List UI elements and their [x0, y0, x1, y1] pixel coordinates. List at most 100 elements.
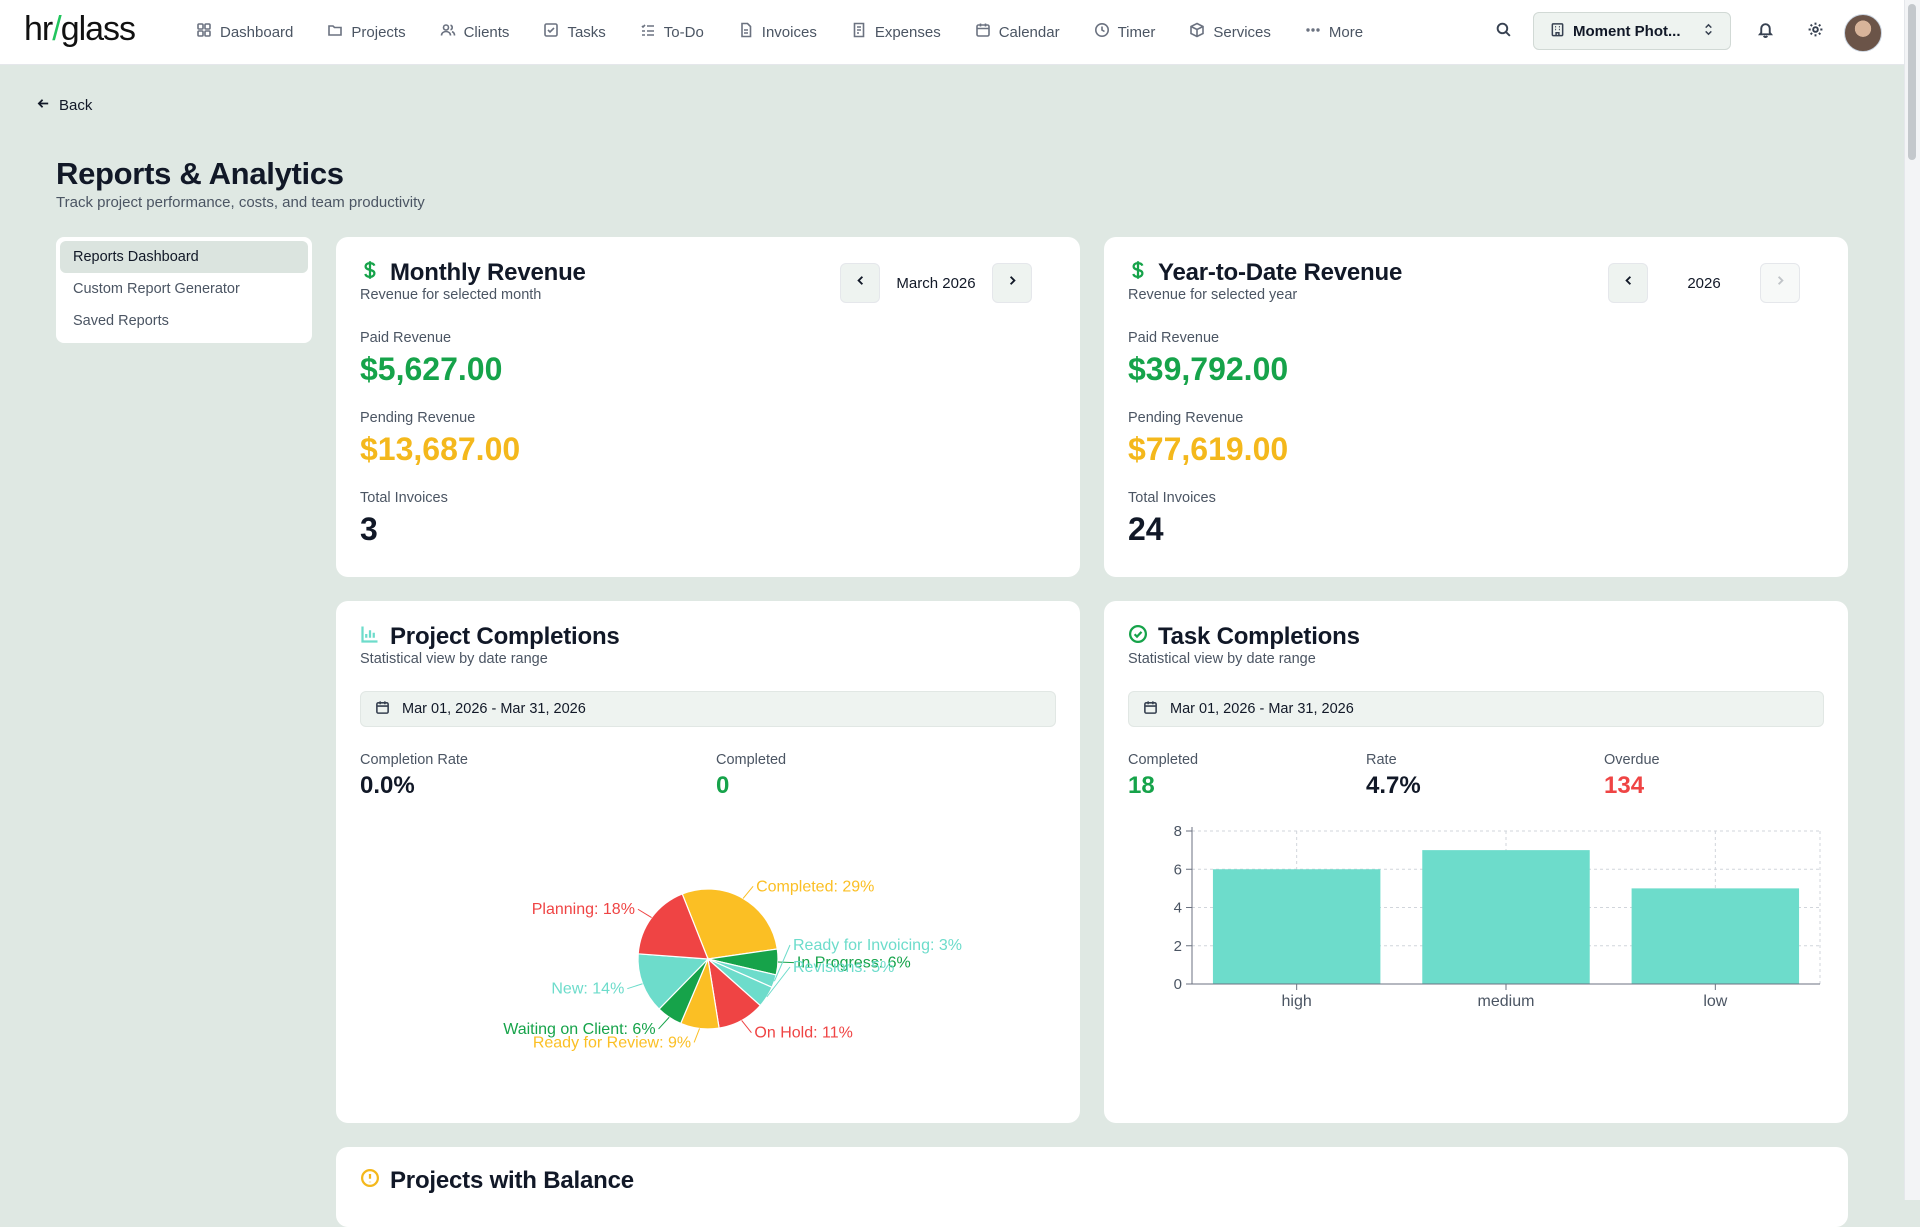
card-title: Projects with Balance — [360, 1167, 634, 1195]
check-circle-icon — [1128, 623, 1148, 651]
completed-label: Completed — [716, 752, 787, 768]
pie-label-leader — [773, 944, 791, 982]
x-tick-label: medium — [1478, 993, 1535, 1010]
task-completions-card: Task Completions Statistical view by dat… — [1104, 601, 1848, 1123]
nav-label: Projects — [351, 23, 406, 41]
project-status-pie-chart: Completed: 29% In Progress: 6%Ready for I… — [503, 878, 962, 1051]
nav-calendar[interactable]: Calendar — [963, 12, 1072, 52]
list-icon — [640, 22, 656, 42]
nav-expenses[interactable]: Expenses — [839, 12, 953, 52]
chevron-right-icon — [1773, 273, 1788, 293]
page-subtitle: Track project performance, costs, and te… — [56, 194, 425, 211]
y-tick-label: 0 — [1174, 976, 1182, 993]
card-title: Monthly Revenue — [360, 259, 586, 287]
chevrons-up-down-icon — [1701, 22, 1716, 41]
x-tick-label: high — [1282, 993, 1312, 1010]
completed-value: 18 — [1128, 772, 1155, 799]
menu-item-saved-reports[interactable]: Saved Reports — [73, 313, 169, 329]
nav-label: Dashboard — [220, 23, 294, 41]
nav-timer[interactable]: Timer — [1082, 12, 1168, 52]
pending-revenue-value: $13,687.00 — [360, 431, 521, 467]
settings-button[interactable] — [1799, 16, 1831, 48]
pie-label-leader — [766, 966, 791, 998]
app-logo[interactable]: hr/glass — [24, 10, 136, 48]
card-title-text: Year-to-Date Revenue — [1158, 259, 1403, 286]
pie-slice-label: Planning: 18% — [532, 901, 635, 918]
bar-chart-icon — [360, 623, 380, 651]
previous-month-button[interactable] — [840, 263, 880, 303]
dashboard-icon — [196, 22, 212, 42]
pie-label-leader — [627, 983, 643, 990]
clock-icon — [1094, 22, 1110, 42]
ytd-revenue-card: Year-to-Date Revenue Revenue for selecte… — [1104, 237, 1848, 577]
scrollbar-thumb[interactable] — [1908, 4, 1916, 160]
pie-slice-label: Completed: 29% — [756, 878, 874, 895]
rate-label: Rate — [1366, 752, 1397, 768]
pie-slice-label: On Hold: 11% — [754, 1025, 852, 1042]
nav-label: To-Do — [663, 23, 704, 41]
company-selector[interactable]: Moment Phot... — [1533, 12, 1731, 50]
bar[interactable] — [1212, 869, 1381, 984]
search-button[interactable] — [1487, 16, 1519, 48]
menu-item-custom-report-generator[interactable]: Custom Report Generator — [73, 281, 240, 297]
pie-label-leader — [742, 885, 754, 899]
pie-slice-label: Ready for Invoicing: 3% — [793, 937, 962, 954]
nav-invoices[interactable]: Invoices — [726, 12, 829, 52]
nav-clients[interactable]: Clients — [428, 12, 522, 52]
nav-label: Clients — [463, 23, 510, 41]
next-month-button[interactable] — [992, 263, 1032, 303]
date-range-text: Mar 01, 2026 - Mar 31, 2026 — [402, 701, 586, 717]
nav-more[interactable]: More — [1293, 12, 1375, 52]
menu-item-reports-dashboard[interactable]: Reports Dashboard — [60, 241, 308, 273]
checkbox-icon — [543, 22, 559, 42]
receipt-icon — [851, 22, 867, 42]
total-invoices-label: Total Invoices — [360, 490, 448, 506]
nav-dashboard[interactable]: Dashboard — [184, 12, 305, 52]
nav-label: More — [1328, 23, 1364, 41]
notifications-button[interactable] — [1749, 16, 1781, 48]
bell-icon — [1757, 21, 1774, 43]
gear-icon — [1807, 21, 1824, 43]
y-tick-label: 4 — [1174, 900, 1182, 917]
card-title-text: Task Completions — [1158, 623, 1360, 650]
company-name: Moment Phot... — [1573, 22, 1681, 40]
pie-slice[interactable] — [637, 893, 709, 960]
pending-revenue-value: $77,619.00 — [1128, 431, 1289, 467]
nav-tasks[interactable]: Tasks — [531, 12, 617, 52]
pending-revenue-label: Pending Revenue — [360, 410, 476, 426]
month-pager: March 2026 — [840, 263, 1032, 303]
nav-todo[interactable]: To-Do — [628, 12, 716, 52]
page-scrollbar[interactable] — [1904, 0, 1920, 1200]
card-subtitle: Statistical view by date range — [360, 651, 548, 667]
pie-slice[interactable] — [637, 953, 710, 1010]
y-tick-label: 2 — [1174, 938, 1182, 955]
users-icon — [440, 22, 456, 42]
project-date-range-picker[interactable]: Mar 01, 2026 - Mar 31, 2026 — [360, 691, 1056, 727]
nav-label: Calendar — [998, 23, 1060, 41]
total-invoices-label: Total Invoices — [1128, 490, 1216, 506]
pie-slice-label: Revisions: 5% — [793, 959, 894, 976]
back-button[interactable]: Back — [36, 96, 92, 115]
main-nav: Dashboard Projects Clients Tasks To-Do I… — [184, 0, 1375, 64]
nav-label: Services — [1213, 23, 1271, 41]
pie-label-leader — [658, 1016, 670, 1030]
bar[interactable] — [1631, 888, 1800, 984]
nav-services[interactable]: Services — [1177, 12, 1283, 52]
pie-slice-label: In Progress: 6% — [797, 955, 911, 972]
bar[interactable] — [1422, 850, 1590, 984]
pie-slice[interactable] — [681, 888, 778, 960]
nav-projects[interactable]: Projects — [315, 12, 417, 52]
reports-side-menu: Reports Dashboard Custom Report Generato… — [56, 237, 312, 343]
task-date-range-picker[interactable]: Mar 01, 2026 - Mar 31, 2026 — [1128, 691, 1824, 727]
pie-label-leader — [693, 1028, 701, 1043]
previous-year-button[interactable] — [1608, 263, 1648, 303]
next-year-button[interactable] — [1760, 263, 1800, 303]
top-navigation-bar: hr/glass Dashboard Projects Clients Task… — [0, 0, 1905, 65]
project-completions-card: Project Completions Statistical view by … — [336, 601, 1080, 1123]
completion-rate-label: Completion Rate — [360, 752, 468, 768]
selected-year: 2026 — [1687, 274, 1721, 292]
paid-revenue-label: Paid Revenue — [360, 330, 452, 346]
user-avatar[interactable] — [1844, 14, 1882, 52]
date-range-text: Mar 01, 2026 - Mar 31, 2026 — [1170, 701, 1354, 717]
chevron-right-icon — [1005, 273, 1020, 293]
